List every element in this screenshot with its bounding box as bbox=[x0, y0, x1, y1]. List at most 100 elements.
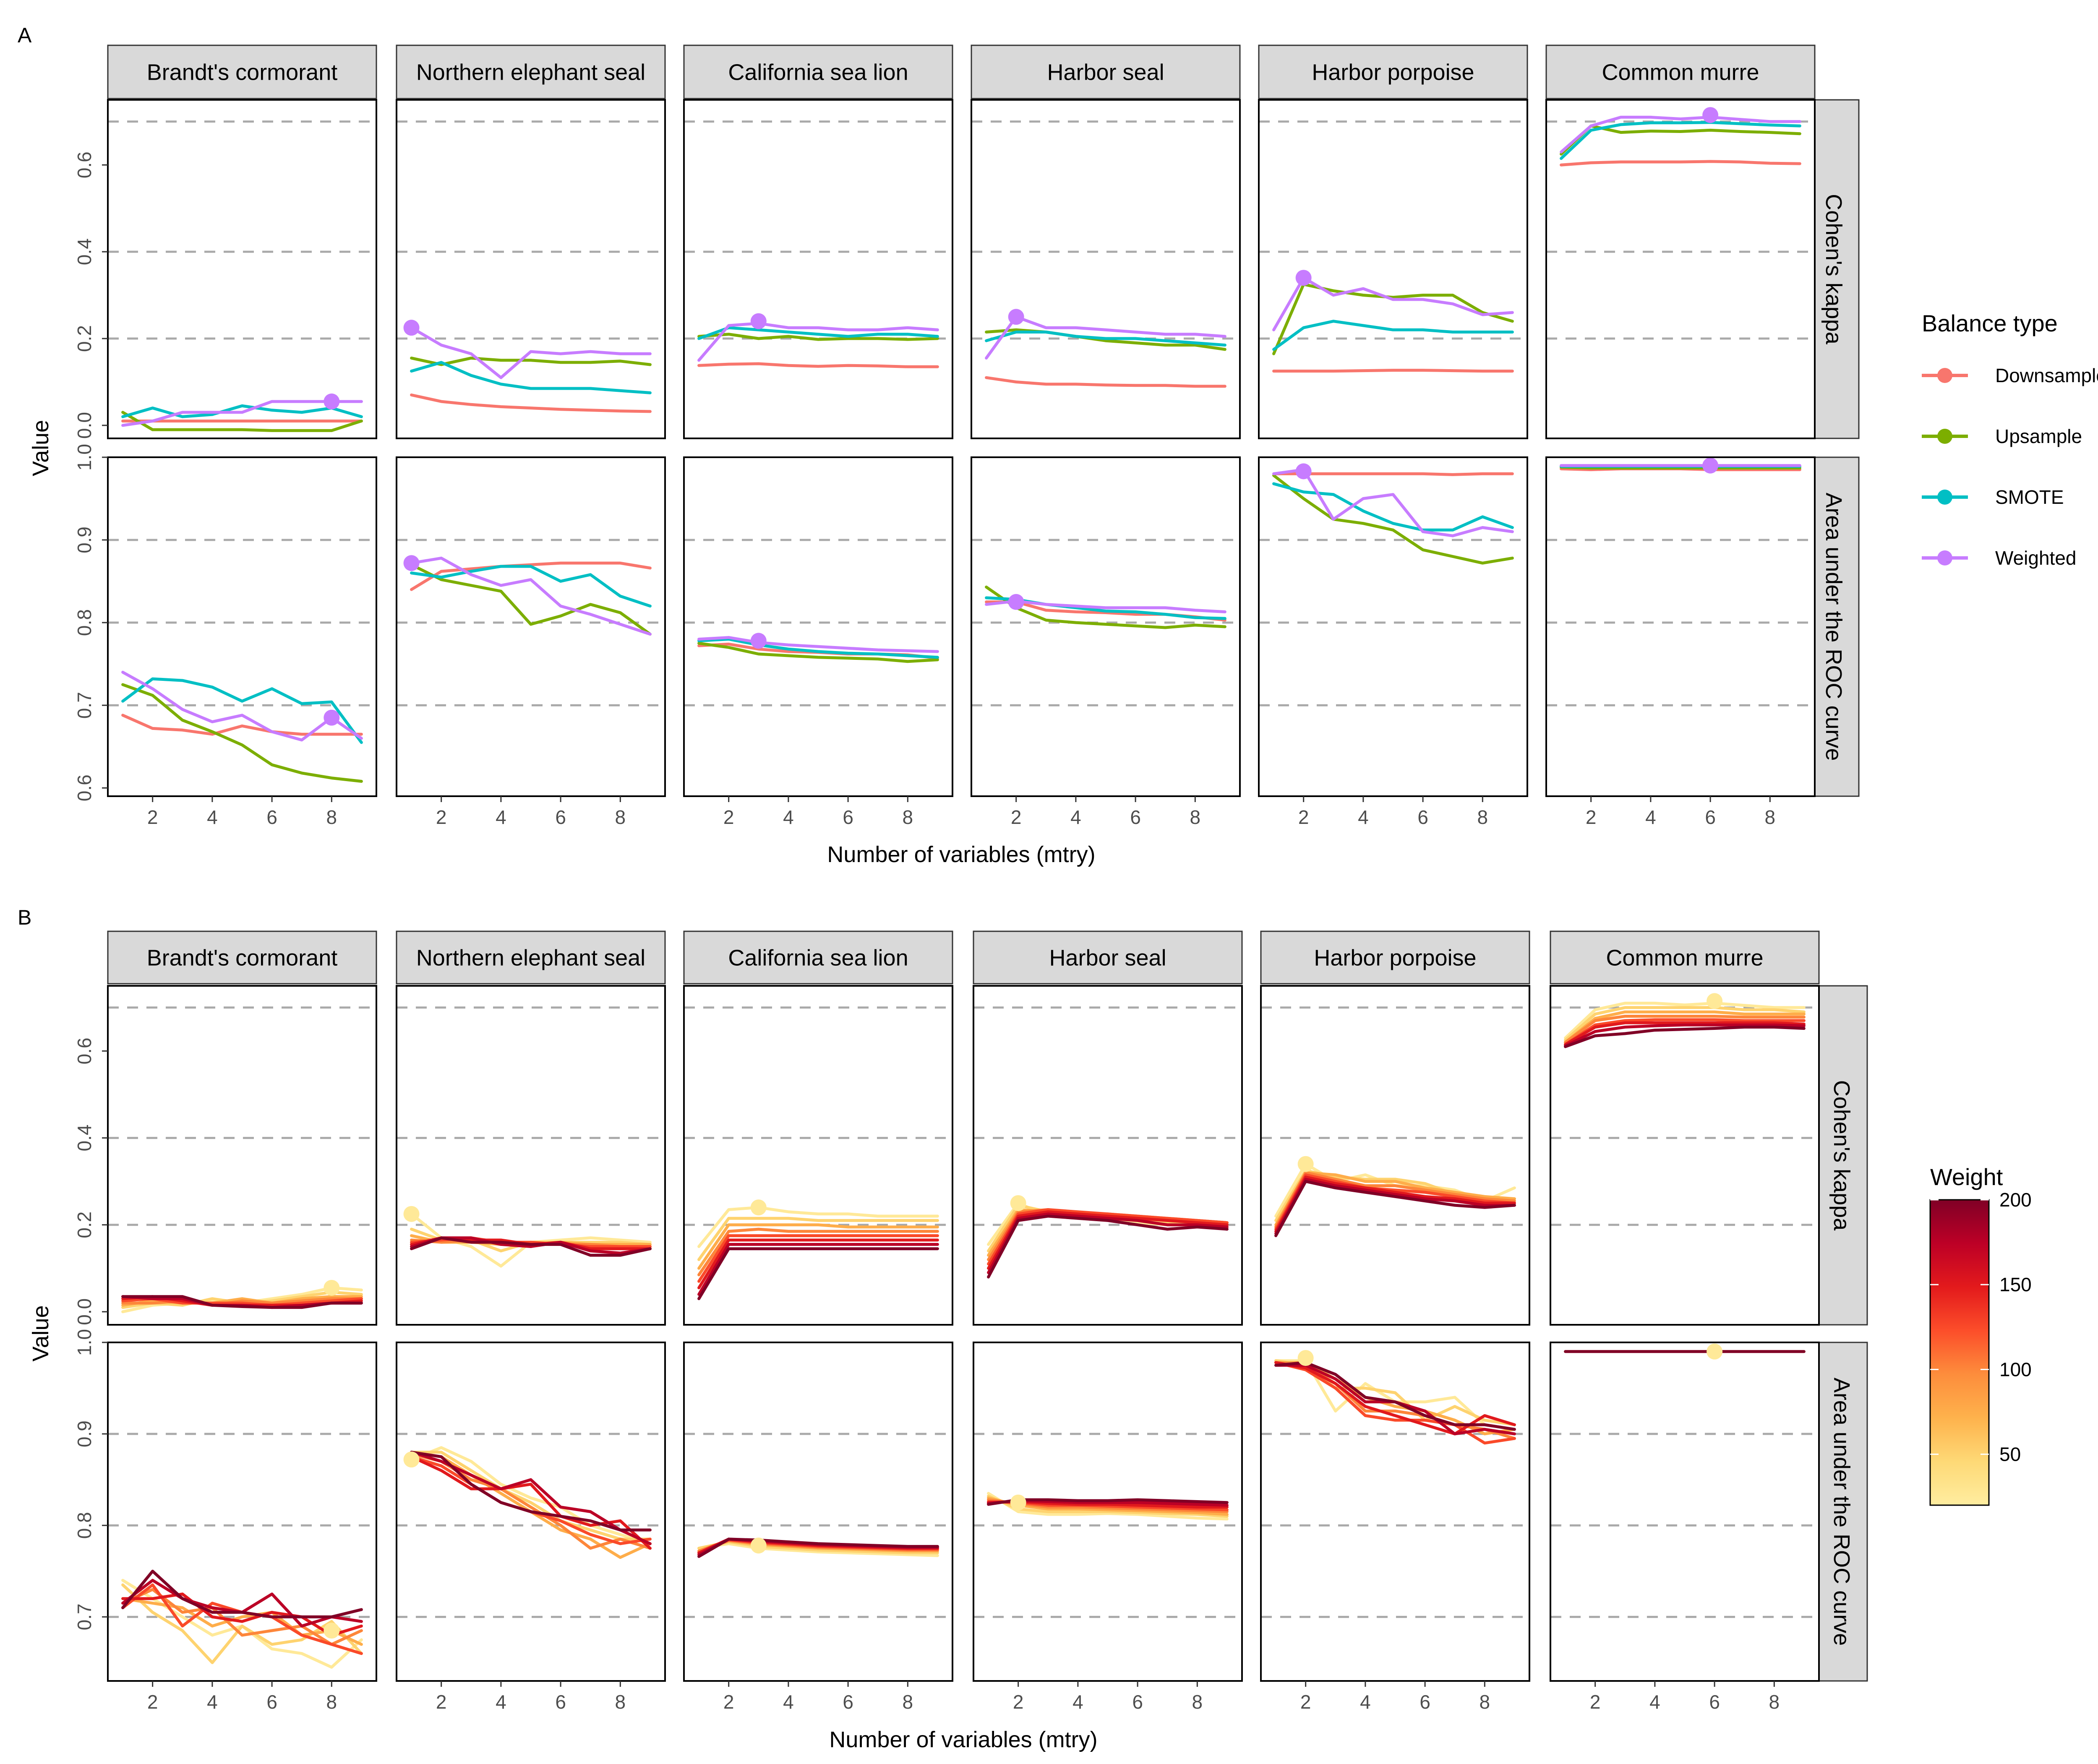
series-line bbox=[1274, 1171, 1516, 1229]
plot-background bbox=[971, 457, 1240, 796]
series-line bbox=[121, 1297, 363, 1307]
row-strip-title: Cohen's kappa bbox=[1821, 194, 1846, 345]
plot-background bbox=[684, 1342, 952, 1681]
series-line bbox=[987, 1498, 1229, 1506]
panel-border bbox=[396, 985, 666, 1326]
x-tick-label: 2 bbox=[436, 806, 447, 828]
panel-border bbox=[683, 456, 953, 797]
series-line bbox=[1274, 1361, 1516, 1445]
x-tick-label: 2 bbox=[1586, 806, 1597, 828]
panel-border bbox=[971, 99, 1241, 439]
panel-border bbox=[396, 1342, 666, 1682]
plot-background bbox=[108, 100, 376, 438]
y-tick-label: 0.9 bbox=[73, 526, 95, 553]
colorbar bbox=[1929, 1199, 1990, 1506]
x-tick-label: 4 bbox=[1360, 1691, 1371, 1713]
series-line bbox=[410, 357, 652, 366]
facet-strip bbox=[107, 44, 377, 99]
best-point bbox=[1707, 1343, 1723, 1360]
series-line bbox=[1560, 466, 1801, 470]
plot-background bbox=[1261, 986, 1529, 1325]
x-tick-label: 2 bbox=[1300, 1691, 1311, 1713]
x-tick-label: 6 bbox=[1705, 806, 1716, 828]
plot-background bbox=[1259, 457, 1527, 796]
best-point bbox=[1008, 309, 1024, 325]
y-tick-label: 0.6 bbox=[73, 1037, 95, 1064]
panel-border bbox=[1260, 985, 1530, 1326]
series-line bbox=[410, 561, 652, 591]
plot-background bbox=[397, 457, 665, 796]
y-axis-title: Value bbox=[28, 420, 53, 476]
series-line bbox=[1564, 1025, 1806, 1048]
y-tick-label: 0.0 bbox=[73, 1298, 95, 1325]
x-tick-label: 6 bbox=[1420, 1691, 1430, 1713]
best-point bbox=[1297, 1350, 1314, 1366]
series-line bbox=[1272, 474, 1514, 565]
x-tick-label: 8 bbox=[1190, 806, 1201, 828]
series-line bbox=[1564, 1018, 1806, 1046]
series-line bbox=[697, 1537, 939, 1558]
series-line bbox=[121, 1592, 363, 1637]
row-strip-title: Area under the ROC curve bbox=[1821, 492, 1846, 761]
series-line bbox=[121, 1597, 363, 1646]
legend-label: Upsample bbox=[1995, 425, 2082, 447]
series-line bbox=[985, 599, 1226, 613]
facet-title: California sea lion bbox=[728, 60, 908, 85]
facet-strip bbox=[971, 44, 1241, 99]
series-line bbox=[697, 362, 939, 368]
plot-background bbox=[397, 100, 665, 438]
facet-title: Common murre bbox=[1606, 946, 1763, 971]
series-line bbox=[697, 1227, 939, 1277]
series-line bbox=[1564, 1006, 1806, 1042]
series-line bbox=[1560, 121, 1801, 160]
x-tick-label: 8 bbox=[615, 806, 626, 828]
x-tick-label: 8 bbox=[1765, 806, 1776, 828]
series-line bbox=[1272, 369, 1514, 373]
y-tick-label: 1.0 bbox=[73, 1329, 95, 1356]
series-line bbox=[410, 1446, 652, 1545]
plot-background bbox=[1261, 1342, 1529, 1681]
panel-border bbox=[1550, 1342, 1820, 1682]
y-axis-title: Value bbox=[28, 1305, 53, 1361]
x-tick-label: 4 bbox=[207, 806, 218, 828]
best-point bbox=[324, 709, 340, 726]
x-tick-label: 6 bbox=[1417, 806, 1428, 828]
series-line bbox=[410, 361, 652, 394]
y-tick-label: 0.2 bbox=[73, 1212, 95, 1238]
y-tick-label: 0.9 bbox=[73, 1420, 95, 1447]
series-line bbox=[410, 1236, 652, 1257]
panel-border bbox=[396, 99, 666, 439]
best-point bbox=[403, 555, 420, 571]
legend-key-point bbox=[1937, 429, 1952, 444]
series-line bbox=[987, 1212, 1229, 1274]
series-line bbox=[987, 1208, 1229, 1266]
facet-strip bbox=[683, 44, 953, 99]
facet-title: Brandt's cormorant bbox=[147, 946, 338, 971]
row-strip bbox=[1816, 985, 1868, 1326]
panel-border bbox=[1545, 99, 1816, 439]
series-line bbox=[985, 315, 1226, 360]
x-tick-label: 8 bbox=[326, 1691, 337, 1713]
facet-title: Harbor seal bbox=[1047, 60, 1164, 85]
x-tick-label: 6 bbox=[266, 806, 277, 828]
series-line bbox=[697, 1217, 939, 1261]
series-line bbox=[410, 393, 652, 413]
facet-title: California sea lion bbox=[728, 946, 908, 971]
x-tick-label: 4 bbox=[783, 1691, 794, 1713]
x-tick-label: 4 bbox=[496, 806, 506, 828]
y-tick-label: 0.2 bbox=[73, 325, 95, 352]
series-line bbox=[1272, 482, 1514, 532]
series-line bbox=[1560, 115, 1801, 154]
x-tick-label: 4 bbox=[1072, 1691, 1083, 1713]
facet-strip bbox=[396, 930, 666, 985]
series-line bbox=[121, 400, 363, 427]
series-line bbox=[987, 1214, 1229, 1279]
x-tick-label: 6 bbox=[555, 806, 566, 828]
row-strip bbox=[1808, 99, 1860, 439]
facet-strip bbox=[1550, 930, 1820, 985]
series-line bbox=[121, 670, 363, 742]
series-line bbox=[987, 1492, 1229, 1521]
facet-strip bbox=[1258, 44, 1528, 99]
colorbar-tick-label: 50 bbox=[1999, 1444, 2021, 1465]
